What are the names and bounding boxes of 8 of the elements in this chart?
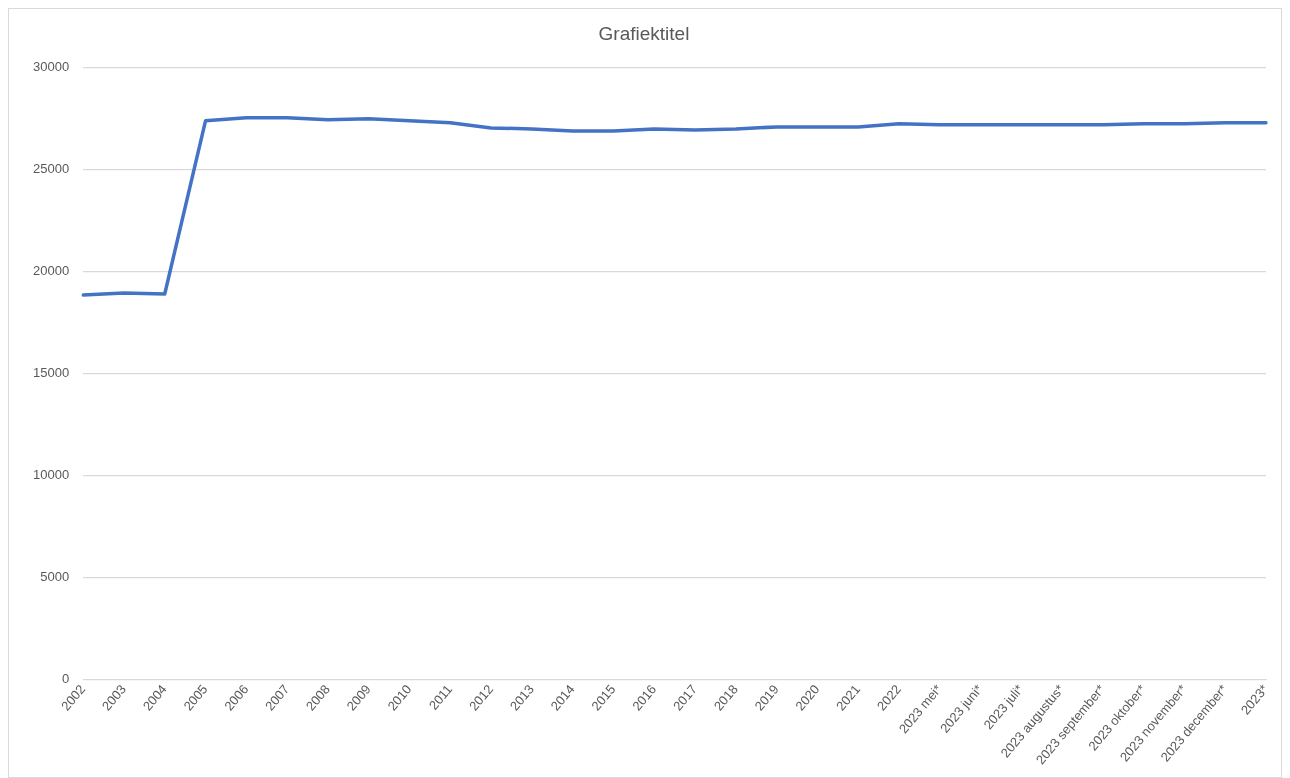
- y-tick-label: 20000: [32, 263, 70, 279]
- chart-title: Grafiektitel: [598, 22, 690, 44]
- y-tick-label: 25000: [32, 161, 70, 177]
- y-tick-label: 15000: [32, 365, 70, 381]
- y-tick-label: 5000: [40, 568, 70, 584]
- y-tick-label: 10000: [32, 466, 70, 482]
- y-tick-label: 30000: [32, 59, 70, 75]
- y-tick-label: 0: [61, 670, 70, 686]
